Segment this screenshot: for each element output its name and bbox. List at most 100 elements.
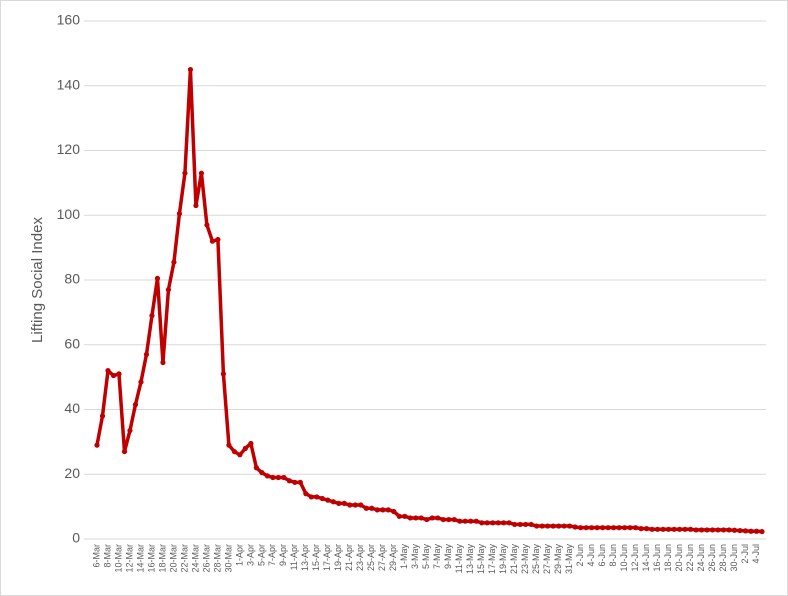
x-tick-label: 31-May: [564, 544, 574, 575]
data-point: [676, 526, 683, 532]
data-point: [264, 473, 270, 479]
data-point: [622, 525, 628, 531]
data-point: [215, 236, 221, 243]
data-point: [231, 448, 237, 455]
data-point: [632, 525, 639, 531]
data-point: [687, 526, 694, 532]
data-point: [209, 238, 216, 244]
data-point: [110, 372, 117, 379]
data-point: [165, 287, 172, 293]
x-tick-label: 3-Apr: [245, 544, 255, 566]
data-point: [495, 520, 501, 526]
x-tick-label: 6-Mar: [91, 544, 101, 568]
data-point: [704, 527, 710, 533]
y-tick-label: 60: [64, 335, 80, 351]
data-point: [204, 222, 210, 228]
x-tick-label: 6-Jun: [597, 544, 607, 567]
x-tick-label: 22-Mar: [179, 544, 189, 573]
x-tick-label: 5-May: [421, 544, 431, 570]
x-tick-label: 20-Jun: [674, 544, 684, 572]
data-point: [187, 66, 194, 73]
y-tick-label: 140: [57, 76, 81, 92]
x-tick-label: 5-Apr: [256, 544, 266, 566]
x-tick-label: 9-May: [443, 544, 453, 570]
x-tick-label: 25-May: [531, 544, 541, 575]
data-point: [330, 499, 336, 505]
data-point: [281, 474, 287, 481]
data-point: [253, 465, 259, 471]
data-point: [616, 525, 622, 531]
data-point: [726, 527, 732, 533]
data-point: [446, 516, 452, 523]
data-point: [352, 502, 358, 508]
data-point: [248, 440, 254, 447]
data-point: [407, 515, 413, 521]
data-point: [116, 371, 122, 377]
data-point: [105, 368, 111, 374]
x-tick-label: 24-Jun: [696, 544, 706, 572]
x-tick-label: 19-Apr: [333, 544, 343, 571]
data-point: [220, 371, 227, 377]
data-point: [715, 527, 721, 533]
data-point: [457, 518, 463, 524]
data-point: [550, 523, 556, 529]
data-point: [528, 521, 534, 528]
x-tick-label: 30-Jun: [729, 544, 739, 572]
x-tick-label: 3-May: [410, 544, 420, 570]
data-point: [484, 520, 490, 526]
data-point: [682, 526, 688, 532]
x-tick-label: 17-Apr: [322, 544, 332, 571]
data-point: [319, 495, 325, 502]
data-point: [440, 516, 446, 523]
data-point: [506, 520, 512, 526]
y-tick-label: 100: [57, 206, 81, 222]
x-tick-label: 8-Mar: [102, 544, 112, 568]
data-point: [638, 526, 644, 532]
x-tick-label: 4-Jun: [586, 544, 596, 567]
data-point: [308, 494, 314, 500]
x-tick-label: 15-May: [476, 544, 486, 575]
x-tick-label: 21-May: [509, 544, 519, 575]
data-point: [380, 507, 386, 513]
data-point: [347, 502, 353, 508]
x-tick-label: 1-May: [399, 544, 409, 570]
data-point: [473, 518, 479, 524]
x-tick-label: 12-Jun: [630, 544, 640, 572]
x-tick-label: 11-Apr: [289, 544, 299, 570]
data-point: [94, 442, 100, 448]
data-point: [99, 413, 106, 419]
data-point: [435, 515, 441, 521]
data-point: [396, 513, 402, 519]
x-tick-label: 28-Jun: [718, 544, 728, 572]
data-point: [171, 259, 177, 265]
x-tick-label: 26-Jun: [707, 544, 717, 572]
x-tick-label: 12-Mar: [124, 544, 134, 573]
x-tick-label: 15-Apr: [311, 544, 321, 571]
data-point: [154, 275, 161, 281]
x-tick-label: 17-May: [487, 544, 497, 575]
data-point: [385, 507, 391, 513]
x-tick-label: 27-May: [542, 544, 552, 575]
y-tick-label: 120: [57, 141, 81, 157]
x-tick-label: 2-Jun: [575, 544, 585, 567]
data-point: [594, 525, 600, 531]
data-point: [479, 520, 485, 526]
data-point: [369, 505, 375, 511]
x-tick-label: 29-May: [553, 544, 563, 575]
data-point: [709, 527, 716, 533]
data-point: [182, 170, 188, 176]
data-point: [737, 527, 743, 534]
data-point: [391, 508, 397, 515]
data-point: [314, 494, 320, 500]
data-point: [665, 526, 672, 532]
x-tick-label: 10-Mar: [113, 544, 123, 573]
data-point: [132, 402, 139, 408]
data-point: [660, 526, 666, 532]
y-tick-label: 20: [64, 465, 80, 481]
y-axis-title: Lifting Social Index: [29, 217, 46, 343]
x-tick-label: 9-Apr: [278, 544, 288, 566]
data-point: [413, 515, 419, 521]
data-point: [303, 491, 309, 497]
data-point: [517, 521, 523, 528]
